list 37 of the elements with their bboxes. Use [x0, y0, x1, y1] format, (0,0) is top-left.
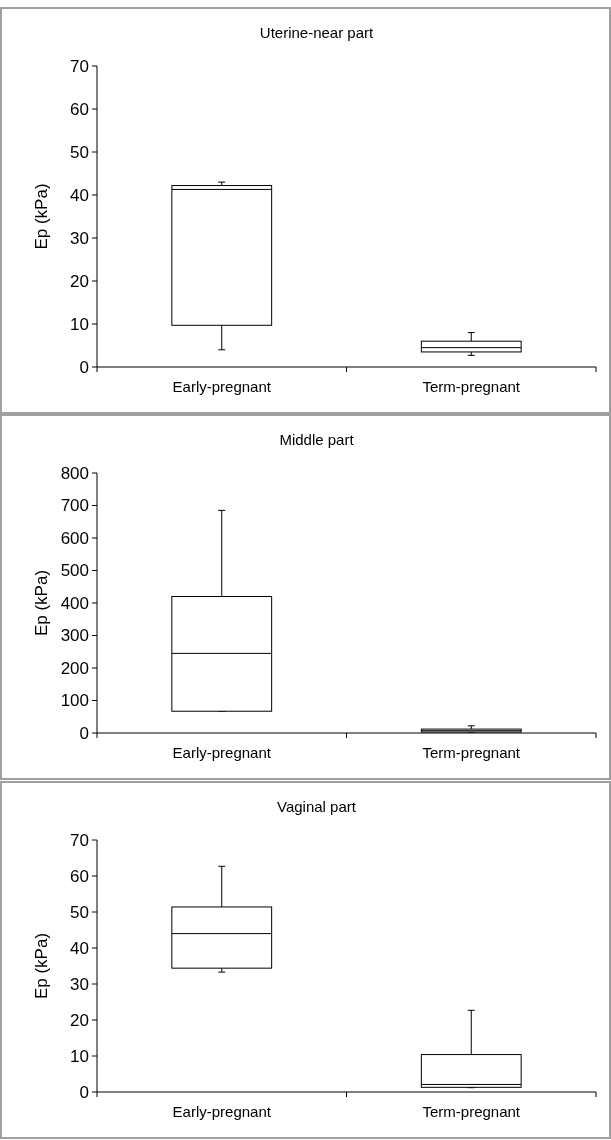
y-tick-label: 30: [70, 228, 89, 248]
x-tick-label: Term-pregnant: [422, 378, 521, 395]
y-tick-label: 700: [60, 496, 89, 516]
chart-title: Uterine-near part: [259, 24, 375, 41]
chart-title: Middle part: [279, 431, 355, 448]
y-axis-title: Ep (kPa): [32, 932, 51, 1000]
y-tick-label: 50: [70, 902, 89, 922]
x-tick-label: Term-pregnant: [422, 1103, 521, 1120]
y-tick-label: 0: [79, 1082, 89, 1102]
y-tick-label: 200: [60, 658, 89, 678]
x-tick-label: Early-pregnant: [172, 744, 272, 761]
y-tick-label: 0: [79, 357, 89, 377]
y-tick-label: 300: [60, 626, 89, 646]
chart-title: Vaginal part: [277, 798, 357, 815]
x-tick-label: Early-pregnant: [172, 378, 272, 395]
y-tick-label: 10: [70, 314, 89, 334]
y-tick-label: 40: [70, 185, 89, 205]
y-axis-title: Ep (kPa): [32, 569, 51, 637]
y-tick-label: 800: [60, 463, 89, 483]
y-tick-label: 20: [70, 1010, 89, 1030]
y-tick-label: 60: [70, 866, 89, 886]
y-tick-label: 70: [70, 56, 89, 76]
x-tick-label: Term-pregnant: [422, 744, 521, 761]
y-tick-label: 40: [70, 938, 89, 958]
y-tick-label: 0: [79, 723, 89, 743]
y-tick-label: 10: [70, 1046, 89, 1066]
y-tick-label: 20: [70, 271, 89, 291]
y-axis-title: Ep (kPa): [32, 183, 51, 250]
y-tick-label: 600: [60, 528, 89, 548]
y-tick-label: 60: [70, 99, 89, 119]
y-tick-label: 50: [70, 142, 89, 162]
y-tick-label: 30: [70, 974, 89, 994]
y-tick-label: 70: [70, 830, 89, 850]
y-tick-label: 400: [60, 593, 89, 613]
x-tick-label: Early-pregnant: [172, 1103, 272, 1120]
y-tick-label: 100: [60, 691, 89, 711]
y-tick-label: 500: [60, 561, 89, 581]
